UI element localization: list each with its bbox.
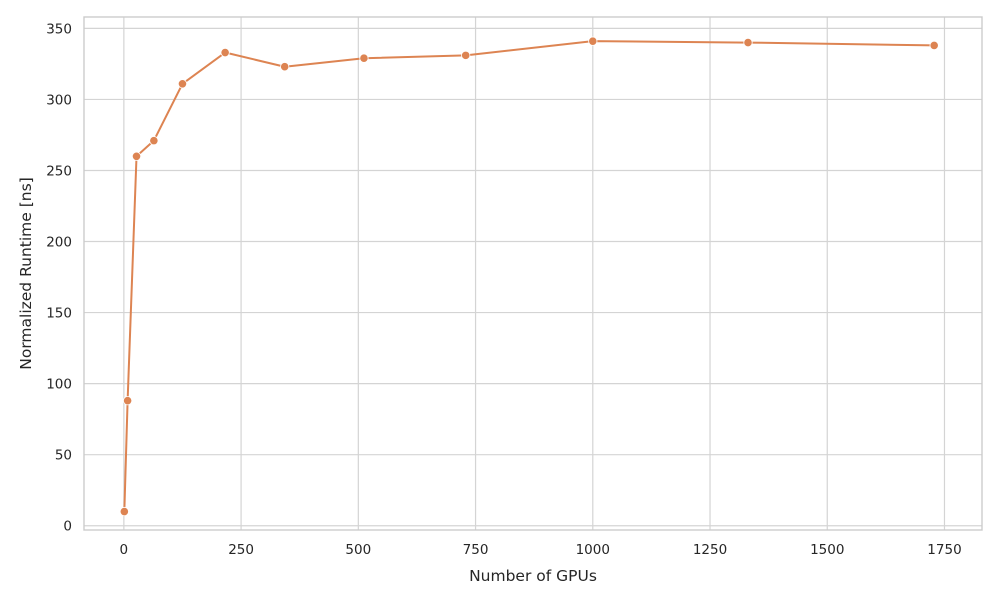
data-point [359, 53, 369, 63]
x-tick-label: 500 [345, 542, 371, 558]
data-point [131, 151, 142, 161]
y-tick-label: 300 [46, 92, 72, 108]
x-tick-label: 1000 [576, 542, 610, 558]
data-point [220, 47, 230, 58]
y-tick-label: 0 [63, 519, 72, 535]
data-point [929, 40, 939, 51]
data-point [149, 136, 159, 146]
x-tick-label: 250 [228, 542, 254, 558]
y-tick-label: 350 [46, 21, 72, 37]
data-point [280, 62, 290, 72]
y-tick-label: 150 [46, 306, 72, 322]
x-tick-label: 1750 [927, 542, 961, 558]
y-axis-title: Normalized Runtime [ns] [17, 177, 35, 370]
x-tick-label: 0 [120, 542, 129, 558]
data-point [119, 506, 129, 517]
y-tick-label: 250 [46, 163, 72, 179]
data-point [177, 79, 188, 89]
y-tick-label: 100 [46, 377, 72, 393]
x-axis-title: Number of GPUs [469, 567, 597, 585]
data-point [588, 36, 598, 46]
x-tick-label: 750 [463, 542, 489, 558]
data-point [461, 50, 471, 60]
data-point [123, 396, 133, 406]
grid-lines [84, 17, 982, 530]
x-tick-label: 1500 [810, 542, 844, 558]
data-point [743, 37, 753, 48]
plot-frame [83, 16, 983, 531]
y-tick-label: 200 [46, 235, 72, 251]
series-layer [119, 36, 939, 517]
y-tick-labels: 0 50 100 150 200 250 300 350 [46, 21, 72, 534]
y-tick-label: 50 [55, 448, 72, 464]
series-line [123, 40, 936, 513]
x-tick-label: 1250 [693, 542, 727, 558]
x-tick-labels: 0 250 500 750 1000 1250 1500 1750 [120, 542, 962, 558]
